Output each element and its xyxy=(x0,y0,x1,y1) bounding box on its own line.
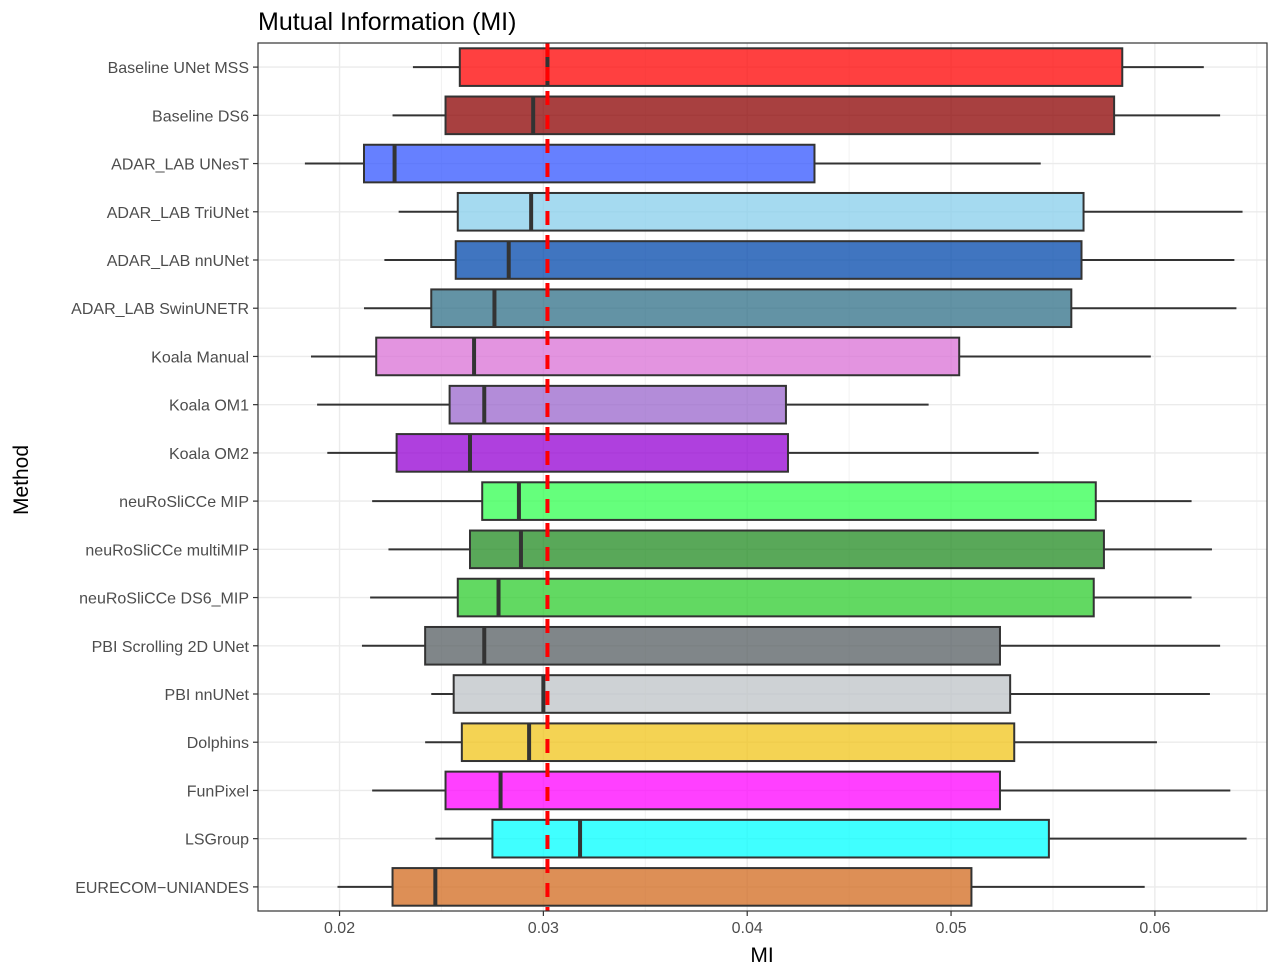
y-tick-label: PBI Scrolling 2D UNet xyxy=(92,639,250,656)
x-tick-label: 0.05 xyxy=(935,920,966,937)
x-tick-label: 0.06 xyxy=(1139,920,1170,937)
y-tick-label: Baseline UNet MSS xyxy=(108,60,249,77)
y-tick-label: PBI nnUNet xyxy=(165,687,250,704)
y-tick-label: neuRoSliCCe multiMIP xyxy=(85,542,249,559)
box-8 xyxy=(317,384,929,425)
box-2 xyxy=(392,95,1221,136)
box-iqr xyxy=(448,384,787,425)
y-tick-label: ADAR_LAB SwinUNETR xyxy=(71,301,249,318)
x-axis-title: MI xyxy=(750,944,773,967)
box-iqr xyxy=(444,95,1116,136)
y-tick-label: EURECOM−UNIANDES xyxy=(75,880,249,897)
box-6 xyxy=(363,288,1237,329)
y-tick-label: LSGroup xyxy=(185,832,249,849)
box-5 xyxy=(384,240,1235,280)
y-tick-label: Koala OM2 xyxy=(169,446,249,463)
plot-panel: Baseline UNet MSS Baseline DS6 ADAR_LAB UN… xyxy=(71,42,1268,937)
box-11 xyxy=(388,529,1212,570)
box-iqr xyxy=(456,577,1095,618)
y-tick-label: Dolphins xyxy=(187,735,249,752)
y-tick-label: Koala Manual xyxy=(151,349,249,366)
box-15 xyxy=(425,722,1157,763)
box-iqr xyxy=(456,191,1085,232)
box-1 xyxy=(412,47,1204,87)
box-iqr xyxy=(430,288,1073,329)
y-tick-label: ADAR_LAB UNesT xyxy=(111,157,249,174)
y-tick-label: Baseline DS6 xyxy=(152,108,249,125)
box-iqr xyxy=(460,722,1016,763)
y-tick-label: neuRoSliCCe MIP xyxy=(119,494,249,511)
y-tick-label: Koala OM1 xyxy=(169,398,249,415)
box-4 xyxy=(398,191,1243,232)
box-iqr xyxy=(458,47,1124,87)
box-iqr xyxy=(444,770,1001,811)
box-3 xyxy=(304,143,1041,184)
box-16 xyxy=(372,770,1231,811)
plot-background xyxy=(258,43,1267,911)
x-tick-label: 0.02 xyxy=(324,920,355,937)
y-tick-label: FunPixel xyxy=(187,783,249,800)
box-iqr xyxy=(391,867,973,907)
box-10 xyxy=(372,481,1192,521)
box-iqr xyxy=(424,625,1001,666)
box-iqr xyxy=(468,529,1105,570)
box-iqr xyxy=(481,481,1097,521)
y-axis-title: Method xyxy=(10,445,33,515)
box-iqr xyxy=(362,143,816,184)
chart-title: Mutual Information (MI) xyxy=(258,8,516,36)
box-18 xyxy=(337,867,1145,907)
box-iqr xyxy=(491,818,1050,859)
y-tick-label: ADAR_LAB TriUNet xyxy=(107,205,250,222)
box-13 xyxy=(361,625,1221,666)
box-12 xyxy=(370,577,1192,618)
box-9 xyxy=(327,433,1039,473)
box-iqr xyxy=(375,336,961,377)
plot-border xyxy=(257,42,1268,912)
box-iqr xyxy=(395,433,789,473)
x-tick-label: 0.03 xyxy=(528,920,559,937)
box-7 xyxy=(310,336,1151,377)
box-iqr xyxy=(454,240,1083,280)
box-iqr xyxy=(452,674,1012,714)
box-17 xyxy=(435,818,1247,859)
y-tick-label: neuRoSliCCe DS6_MIP xyxy=(79,591,249,608)
x-tick-label: 0.04 xyxy=(732,920,763,937)
y-tick-label: ADAR_LAB nnUNet xyxy=(107,253,250,270)
